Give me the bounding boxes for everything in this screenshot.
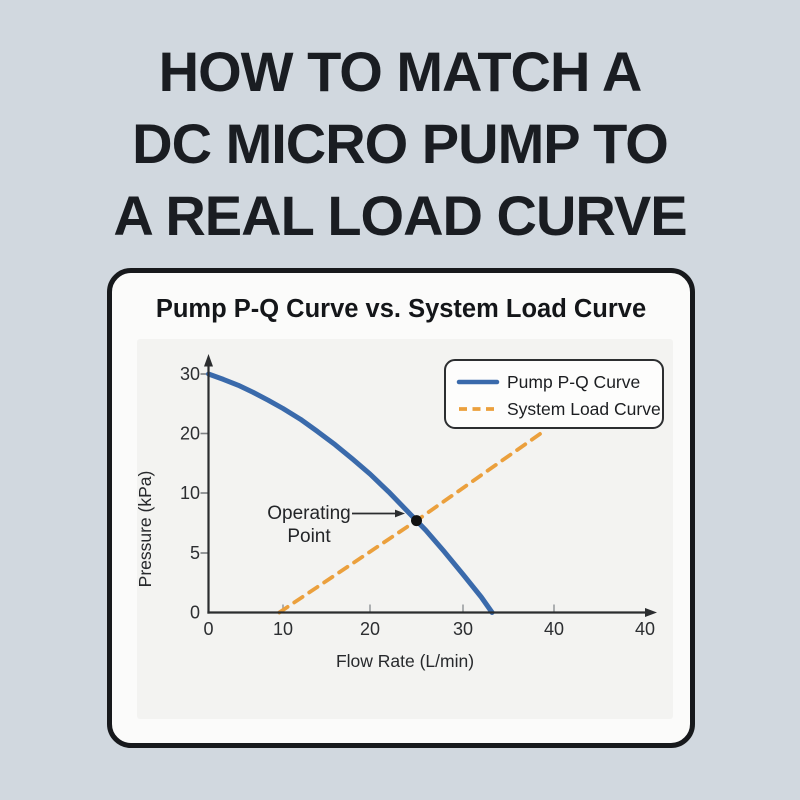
y-tick-label: 20: [180, 424, 200, 444]
title-line-2: DC MICRO PUMP TO: [132, 112, 669, 175]
legend-label-load: System Load Curve: [507, 399, 661, 419]
y-tick-label: 0: [190, 603, 200, 623]
x-axis-title: Flow Rate (L/min): [336, 651, 474, 671]
axis-ticks-layer: 0 10 20 30 40 40 0 5 10 20 30: [180, 364, 655, 639]
annotation-arrow-head-icon: [395, 509, 405, 518]
x-tick-label: 10: [273, 619, 293, 639]
y-axis-arrow-icon: [204, 354, 213, 367]
y-tick-label: 10: [180, 483, 200, 503]
chart-card: Pump P-Q Curve vs. System Load Curve 0 10…: [107, 268, 695, 748]
x-axis-arrow-icon: [645, 608, 657, 617]
legend-label-pump: Pump P-Q Curve: [507, 372, 640, 392]
legend-frame: [444, 359, 664, 429]
y-tick-label: 30: [180, 364, 200, 384]
operating-point-label-line2: Point: [287, 526, 331, 547]
y-tick-label: 5: [190, 543, 200, 563]
pq-chart-svg: Pump P-Q Curve vs. System Load Curve 0 10…: [135, 295, 673, 719]
operating-point-label-line1: Operating: [267, 503, 350, 524]
x-tick-label: 0: [203, 619, 213, 639]
series-layer: [206, 371, 547, 615]
x-tick-label: 20: [360, 619, 380, 639]
legend-box: Pump P-Q Curve System Load Curve: [444, 359, 664, 429]
title-line-3: A REAL LOAD CURVE: [113, 184, 687, 247]
x-tick-label: 40: [544, 619, 564, 639]
y-axis-title: Pressure (kPa): [135, 471, 155, 588]
title-line-1: HOW TO MATCH A: [158, 40, 643, 103]
operating-point-dot: [411, 515, 422, 527]
pump-curve-line: [206, 371, 495, 615]
chart-title: Pump P-Q Curve vs. System Load Curve: [156, 295, 646, 323]
x-tick-label: 40: [635, 619, 655, 639]
page-title: HOW TO MATCH A DC MICRO PUMP TO A REAL L…: [0, 36, 800, 252]
x-tick-label: 30: [453, 619, 473, 639]
